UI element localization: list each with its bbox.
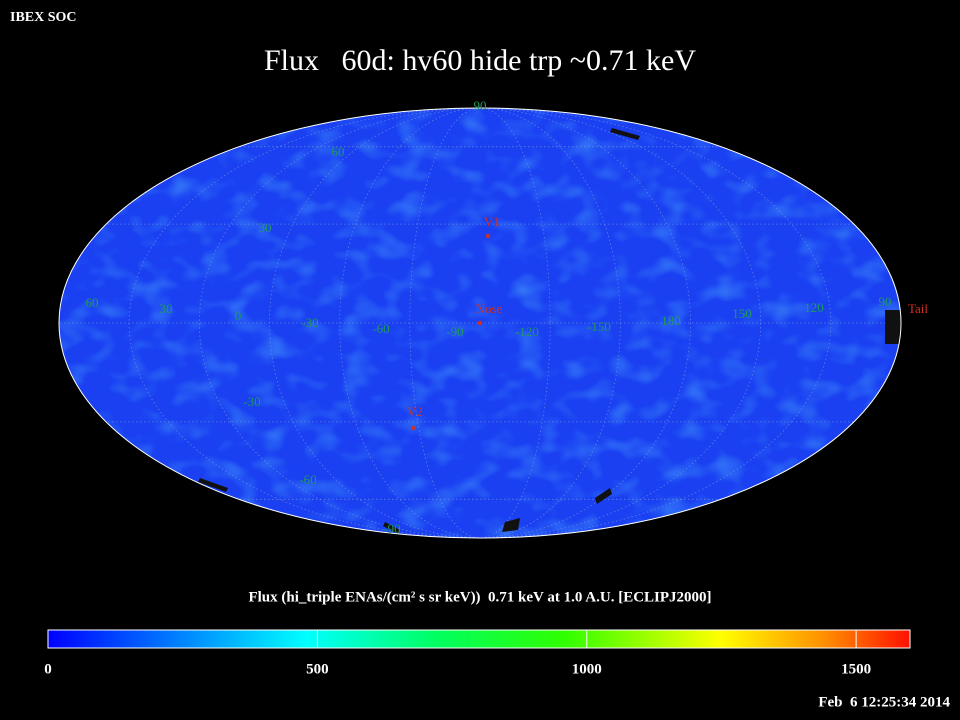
marker-label: Tail [908, 301, 928, 316]
longitude-label: -30 [301, 315, 318, 330]
latitude-label: 60 [332, 144, 345, 159]
marker-dot [477, 320, 483, 326]
map-outline [58, 107, 902, 539]
longitude-label: -90 [446, 324, 463, 339]
marker-dot [485, 233, 491, 239]
colorbar-tick-label: 1000 [572, 661, 602, 677]
timestamp: Feb 6 12:25:34 2014 [818, 694, 950, 710]
longitude-label: 180 [661, 313, 681, 328]
colorbar-tick-label: 1500 [841, 661, 871, 677]
graticule [59, 108, 901, 538]
longitude-label: -120 [515, 324, 539, 339]
longitude-label: 120 [804, 300, 824, 315]
colorbar-tick-label: 0 [44, 661, 52, 677]
longitude-label: 90 [879, 294, 892, 309]
latitude-label: 90 [474, 98, 487, 113]
org-label: IBEX SOC [10, 10, 77, 25]
latitude-label: 30 [259, 220, 272, 235]
longitude-label: -60 [372, 321, 389, 336]
latitude-label: -60 [299, 472, 316, 487]
latitude-label: -90 [383, 521, 400, 536]
no-data-patch [885, 310, 901, 344]
longitude-label: 30 [160, 301, 173, 316]
marker-label: Nose [476, 301, 503, 316]
marker-label: V2 [407, 404, 423, 419]
colorbar [47, 629, 911, 649]
longitude-label: 0 [235, 308, 242, 323]
latitude-label: -30 [243, 394, 260, 409]
longitude-label: 150 [732, 306, 752, 321]
map-title: Flux 60d: hv60 hide trp ~0.71 keV [264, 44, 696, 77]
longitude-label: -150 [587, 319, 611, 334]
colorbar-label: Flux (hi_triple ENAs/(cm² s sr keV)) 0.7… [248, 589, 711, 605]
marker-dot [410, 425, 416, 431]
longitude-label: 60 [86, 295, 99, 310]
marker-label: V1 [484, 214, 500, 229]
meridian [409, 108, 551, 538]
colorbar-tick-label: 500 [306, 661, 329, 677]
